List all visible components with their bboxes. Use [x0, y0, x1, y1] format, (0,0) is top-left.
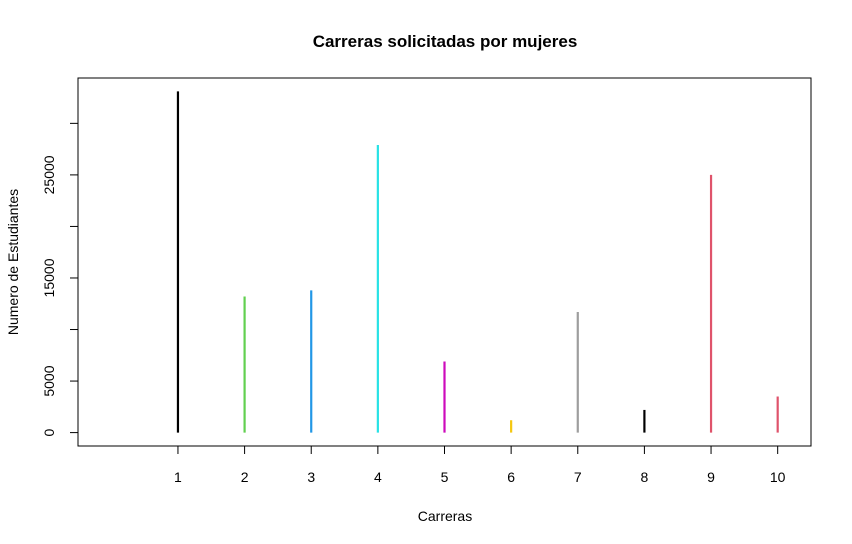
y-tick-label: 0	[41, 428, 57, 436]
y-axis-label: Numero de Estudiantes	[5, 189, 21, 335]
y-tick-label: 5000	[41, 365, 57, 396]
y-axis: 0 5000 15000 25000	[41, 122, 79, 436]
x-tick-label: 2	[241, 469, 249, 485]
x-tick-label: 1	[174, 469, 182, 485]
x-tick-label: 5	[441, 469, 449, 485]
chart-title: Carreras solicitadas por mujeres	[313, 32, 578, 51]
x-axis-label: Carreras	[418, 508, 472, 524]
x-tick-label: 4	[374, 469, 382, 485]
x-tick-label: 8	[641, 469, 649, 485]
x-tick-label: 6	[507, 469, 515, 485]
x-tick-label: 9	[707, 469, 715, 485]
bars	[176, 91, 779, 433]
x-tick-label: 7	[574, 469, 582, 485]
y-tick-label: 25000	[41, 155, 57, 194]
x-tick-label: 10	[770, 469, 786, 485]
y-tick-label: 15000	[41, 258, 57, 297]
x-tick-label: 3	[307, 469, 315, 485]
x-axis: 1 2 3 4 5 6 7 8 9 10	[174, 445, 786, 485]
